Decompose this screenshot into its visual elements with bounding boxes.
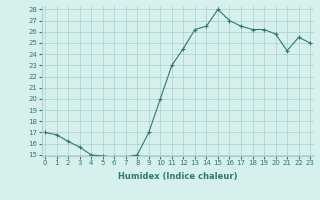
X-axis label: Humidex (Indice chaleur): Humidex (Indice chaleur)	[118, 172, 237, 181]
